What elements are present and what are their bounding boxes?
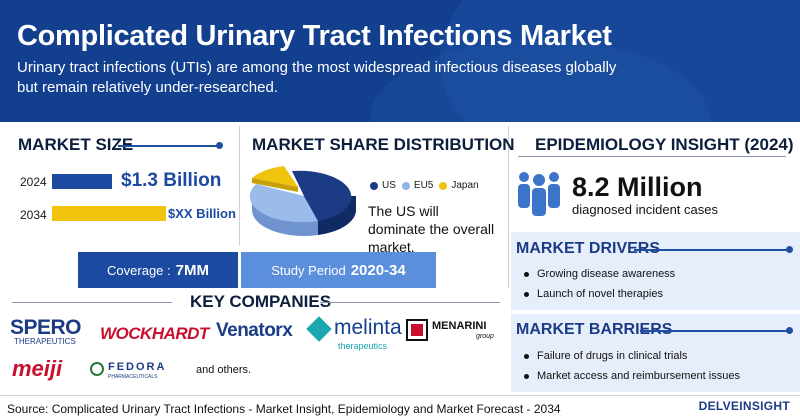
divider-line <box>320 302 500 303</box>
legend-dot <box>439 181 448 190</box>
fedora-logo: FEDORA <box>108 361 167 373</box>
incident-cases-description: diagnosed incident cases <box>572 202 718 217</box>
title-underline-dot <box>216 142 223 149</box>
menarini-icon <box>406 319 428 341</box>
driver-item: Launch of novel therapies <box>524 288 663 300</box>
title-underline-dot <box>786 327 793 334</box>
title-underline <box>640 330 788 332</box>
header-wave-decoration <box>440 0 800 122</box>
legend-dot <box>401 181 410 190</box>
title-underline-dot <box>786 246 793 253</box>
market-share-note: The US will dominate the overall market. <box>368 203 495 255</box>
bullet-dot <box>524 353 529 359</box>
pie-slice-japan <box>252 166 298 187</box>
study-period-band: Study Period 2020-34 <box>241 252 436 288</box>
key-companies-title: KEY COMPANIES <box>190 292 332 311</box>
title-underline <box>634 249 788 251</box>
incident-cases-number: 8.2 Million <box>572 172 703 202</box>
pie-slice-us <box>292 170 352 221</box>
study-period-value: 2020-34 <box>350 261 406 279</box>
legend-item-us: US <box>370 180 396 191</box>
market-drivers-title: MARKET DRIVERS <box>516 240 661 257</box>
market-share-title: MARKET SHARE DISTRIBUTION <box>252 135 515 154</box>
title-underline <box>118 145 218 147</box>
page-title: Complicated Urinary Tract Infections Mar… <box>17 20 612 52</box>
market-barriers-box <box>511 314 800 392</box>
divider-line <box>518 156 786 157</box>
fedora-icon <box>90 362 104 376</box>
barrier-text: Failure of drugs in clinical trials <box>537 350 688 362</box>
legend-item-eu5: EU5 <box>401 180 434 191</box>
market-barriers-title: MARKET BARRIERS <box>516 321 673 338</box>
market-drivers-box <box>511 232 800 310</box>
people-group-icon <box>518 172 560 216</box>
driver-text: Launch of novel therapies <box>537 288 663 300</box>
market-share-legend: US EU5 Japan <box>370 180 485 191</box>
epidemiology-title: EPIDEMIOLOGY INSIGHT (2024) <box>535 135 794 154</box>
column-divider <box>239 126 240 246</box>
driver-item: Growing disease awareness <box>524 268 675 280</box>
legend-label: US <box>382 180 396 191</box>
fedora-logo-sub: PHARMACEUTICALS <box>108 374 158 380</box>
column-divider <box>508 126 509 288</box>
menarini-icon-fill <box>411 324 423 336</box>
melinta-logo: melinta <box>334 316 402 339</box>
study-period-label: Study Period <box>271 262 346 278</box>
spero-logo: SPERO <box>10 316 82 339</box>
melinta-logo-sub: therapeutics <box>338 341 388 351</box>
header-banner: Complicated Urinary Tract Infections Mar… <box>0 0 800 122</box>
coverage-band: Coverage :7MM <box>78 252 238 288</box>
legend-item-japan: Japan <box>439 180 479 191</box>
barrier-item: Market access and reimbursement issues <box>524 370 740 382</box>
legend-dot <box>370 181 378 190</box>
pie-slice-japan-side <box>252 178 298 192</box>
market-size-title: MARKET SIZE <box>18 135 134 154</box>
market-share-pie-chart <box>249 166 356 236</box>
wockhardt-logo: WOCKHARDT <box>100 324 209 343</box>
market-size-value-2024: $1.3 Billion <box>121 170 222 191</box>
bullet-dot <box>524 271 529 277</box>
meiji-logo: meiji <box>12 356 63 381</box>
pie-slice-eu5 <box>249 184 318 223</box>
page-subtitle: Urinary tract infections (UTIs) are amon… <box>17 59 617 96</box>
melinta-icon <box>306 316 332 342</box>
menarini-logo: MENARINI <box>432 320 487 332</box>
spero-logo-sub: THERAPEUTICS <box>14 337 76 346</box>
barrier-text: Market access and reimbursement issues <box>537 370 740 382</box>
year-2024-label: 2024 <box>20 175 47 189</box>
coverage-label: Coverage : <box>107 262 171 278</box>
year-2034-label: 2034 <box>20 208 47 222</box>
venatorx-logo: Venatorx <box>216 320 293 341</box>
market-size-bar-2034 <box>52 206 166 221</box>
menarini-logo-sub: group <box>476 333 494 340</box>
market-size-value-2034: $XX Billion <box>168 206 236 221</box>
bullet-dot <box>524 291 529 297</box>
market-size-bar-2024 <box>52 174 112 189</box>
driver-text: Growing disease awareness <box>537 268 676 280</box>
legend-label: EU5 <box>413 180 434 191</box>
delveinsight-logo: DELVEINSIGHT <box>698 399 790 413</box>
bullet-dot <box>524 373 529 379</box>
source-text: Source: Complicated Urinary Tract Infect… <box>7 402 561 416</box>
footer: Source: Complicated Urinary Tract Infect… <box>0 395 800 420</box>
legend-label: Japan <box>451 180 479 191</box>
coverage-value: 7MM <box>175 261 209 279</box>
others-text: and others. <box>196 364 252 376</box>
barrier-item: Failure of drugs in clinical trials <box>524 350 687 362</box>
divider-line <box>12 302 172 303</box>
